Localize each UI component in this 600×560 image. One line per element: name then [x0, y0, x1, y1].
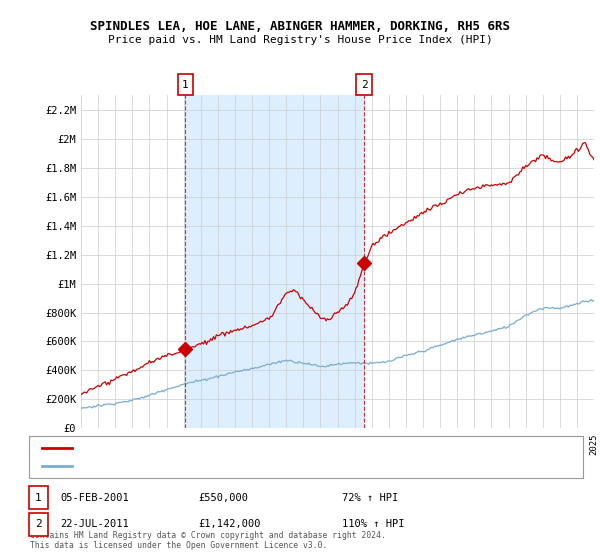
Text: 2: 2	[35, 519, 42, 529]
Text: SPINDLES LEA, HOE LANE, ABINGER HAMMER, DORKING, RH5 6RS: SPINDLES LEA, HOE LANE, ABINGER HAMMER, …	[90, 20, 510, 32]
Text: £550,000: £550,000	[198, 492, 248, 502]
Text: 22-JUL-2011: 22-JUL-2011	[60, 519, 129, 529]
Text: 2: 2	[361, 80, 367, 90]
Text: 72% ↑ HPI: 72% ↑ HPI	[342, 492, 398, 502]
Text: HPI: Average price, detached house, Guildford: HPI: Average price, detached house, Guil…	[75, 461, 311, 470]
Text: 05-FEB-2001: 05-FEB-2001	[60, 492, 129, 502]
Text: £1,142,000: £1,142,000	[198, 519, 260, 529]
Text: 110% ↑ HPI: 110% ↑ HPI	[342, 519, 404, 529]
Text: Price paid vs. HM Land Registry's House Price Index (HPI): Price paid vs. HM Land Registry's House …	[107, 35, 493, 45]
Bar	[185, 95, 364, 428]
Text: SPINDLES LEA, HOE LANE, ABINGER HAMMER, DORKING, RH5 6RS (detached house): SPINDLES LEA, HOE LANE, ABINGER HAMMER, …	[75, 444, 458, 452]
Text: 1: 1	[182, 80, 188, 90]
Text: Contains HM Land Registry data © Crown copyright and database right 2024.
This d: Contains HM Land Registry data © Crown c…	[30, 530, 386, 550]
Text: 1: 1	[35, 492, 42, 502]
